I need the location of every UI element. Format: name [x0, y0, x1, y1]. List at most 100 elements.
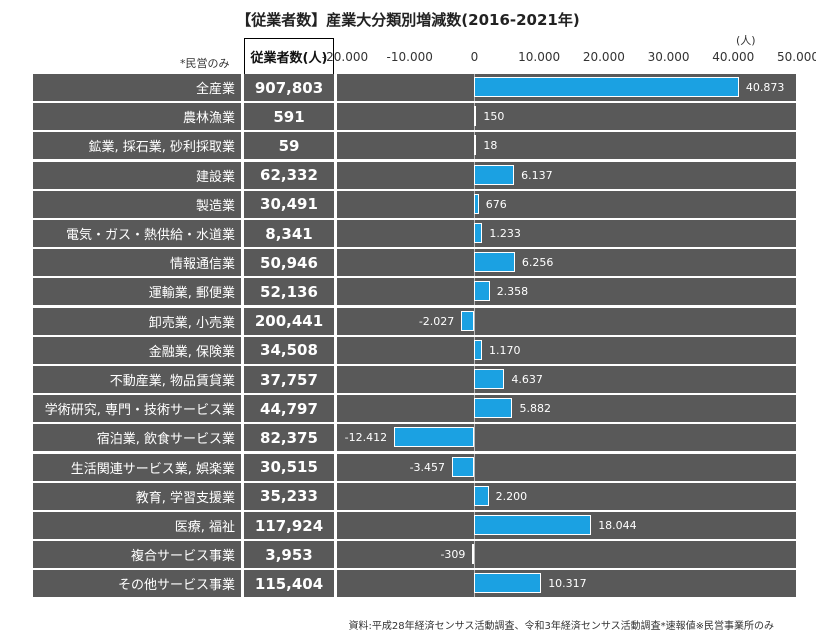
column-divider: [334, 336, 337, 364]
bar: [394, 427, 475, 448]
table-row: 全産業 907,803 40.873: [33, 74, 796, 101]
column-divider: [334, 132, 337, 160]
bar-value-label: 1.233: [489, 227, 521, 240]
column-divider: [241, 220, 244, 247]
table-row: 学術研究, 専門・技術サービス業 44,797 5.882: [33, 395, 796, 423]
bar: [474, 369, 505, 389]
zero-axis-line: [474, 307, 476, 335]
employee-count: 115,404: [254, 574, 324, 593]
x-tick-label: 0: [470, 50, 479, 64]
table-row: 宿泊業, 飲食サービス業 82,375 -12.412: [33, 424, 796, 452]
table-row: 運輸業, 郵便業 52,136 2.358: [33, 278, 796, 306]
bar-value-label: 2.200: [495, 489, 528, 503]
source-note: 資料:平成28年経済センサス活動調査、令和3年経済センサス活動調査*速報値※民営…: [348, 621, 774, 632]
category-label: 医療, 福祉: [174, 520, 235, 535]
table-row: 卸売業, 小売業 200,441 -2.027: [33, 307, 796, 335]
column-divider: [334, 453, 337, 481]
column-divider: [334, 424, 337, 452]
employee-count: 200,441: [254, 312, 324, 331]
employee-column-header: 従業者数(人): [244, 38, 334, 74]
table-row: 製造業 30,491 676: [33, 190, 796, 218]
bar-value-label: 676: [485, 197, 507, 211]
chart-title: 【従業者数】産業大分類別増減数(2016-2021年): [236, 11, 580, 29]
column-divider: [241, 366, 244, 393]
bar-value-label: -12.412: [344, 431, 388, 445]
column-divider: [334, 366, 337, 393]
employee-count: 50,946: [260, 253, 318, 272]
table-row: 情報通信業 50,946 6.256: [33, 249, 796, 277]
column-divider: [241, 570, 244, 598]
column-divider: [241, 512, 244, 539]
zero-axis-line: [474, 541, 476, 569]
zero-axis-line: [474, 424, 476, 452]
unit-label: (人): [736, 34, 756, 47]
category-label: 電気・ガス・熱供給・水道業: [65, 228, 235, 243]
column-divider: [334, 249, 337, 277]
category-label: 製造業: [195, 198, 235, 214]
column-divider: [334, 307, 337, 335]
column-divider: [334, 512, 337, 539]
x-tick-label: -10.000: [386, 50, 433, 64]
bar: [474, 515, 592, 535]
category-label: 金融業, 保険業: [148, 344, 235, 360]
column-divider: [334, 570, 337, 598]
column-divider: [334, 161, 337, 189]
bar: [474, 573, 542, 594]
category-label: 生活関連サービス業, 娯楽業: [70, 461, 235, 477]
category-label: 不動産業, 物品賃貸業: [109, 374, 235, 389]
category-label: その他サービス事業: [117, 578, 235, 594]
employee-count: 8,341: [265, 224, 313, 243]
column-divider: [334, 103, 337, 131]
private-only-note: *民営のみ: [180, 57, 230, 70]
bar: [474, 223, 483, 243]
bar-value-label: 2.358: [496, 285, 529, 299]
category-label: 宿泊業, 飲食サービス業: [96, 432, 235, 448]
bar: [474, 135, 477, 156]
bar: [474, 164, 515, 185]
x-tick-label: 40.000: [712, 50, 755, 64]
bar: [474, 281, 490, 302]
column-divider: [241, 161, 244, 189]
category-label: 卸売業, 小売業: [148, 315, 235, 331]
column-divider: [241, 395, 244, 423]
category-label: 建設業: [195, 169, 235, 185]
employee-count: 3,953: [265, 545, 313, 564]
employee-count: 44,797: [260, 399, 318, 418]
employee-count: 37,757: [260, 370, 318, 389]
bar: [474, 77, 739, 97]
employee-count: 52,136: [260, 282, 318, 301]
table-row: 電気・ガス・熱供給・水道業 8,341 1.233: [33, 220, 796, 247]
table-row: 鉱業, 採石業, 砂利採取業 59 18: [33, 132, 796, 160]
bar-value-label: -2.027: [418, 314, 455, 328]
employee-count: 30,491: [260, 195, 318, 214]
employee-count: 591: [273, 107, 305, 126]
x-tick-label: 30.000: [647, 50, 690, 64]
bar-value-label: 1.170: [489, 343, 521, 357]
category-label: 農林漁業: [182, 111, 235, 127]
column-divider: [334, 74, 337, 101]
column-divider: [241, 453, 244, 481]
column-divider: [241, 249, 244, 277]
column-divider: [241, 132, 244, 160]
column-divider: [334, 220, 337, 247]
bar-value-label: 5.882: [519, 402, 551, 416]
bar-value-label: 150: [483, 110, 505, 124]
column-divider: [241, 190, 244, 218]
bar: [474, 398, 513, 419]
bar-value-label: 6.256: [521, 256, 554, 270]
column-divider: [334, 482, 337, 510]
category-label: 全産業: [195, 82, 235, 97]
column-divider: [241, 336, 244, 364]
x-tick-label: -20.000: [321, 50, 369, 64]
table-row: 農林漁業 591 150: [33, 103, 796, 131]
column-divider: [334, 278, 337, 306]
table-row: 生活関連サービス業, 娯楽業 30,515 -3.457: [33, 453, 796, 481]
table-row: その他サービス事業 115,404 10.317: [33, 570, 796, 598]
column-divider: [241, 103, 244, 131]
x-tick-label: 10.000: [518, 50, 561, 64]
table-row: 不動産業, 物品賃貸業 37,757 4.637: [33, 366, 796, 393]
employee-count: 62,332: [260, 166, 318, 185]
column-divider: [241, 424, 244, 452]
employee-count: 82,375: [260, 428, 318, 447]
column-divider: [241, 278, 244, 306]
